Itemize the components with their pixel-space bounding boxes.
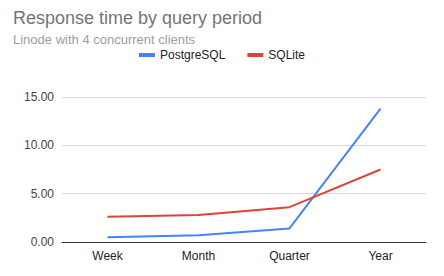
svg-text:PostgreSQL: PostgreSQL: [160, 48, 226, 62]
svg-text:Year: Year: [368, 249, 392, 263]
svg-text:Linode with 4 concurrent clien: Linode with 4 concurrent clients: [13, 32, 196, 47]
svg-text:0.00: 0.00: [31, 235, 55, 249]
svg-text:Response time by query period: Response time by query period: [13, 8, 262, 28]
svg-text:10.00: 10.00: [24, 138, 54, 152]
svg-text:Quarter: Quarter: [269, 249, 310, 263]
svg-text:SQLite: SQLite: [268, 48, 305, 62]
svg-text:5.00: 5.00: [31, 187, 55, 201]
svg-text:Month: Month: [182, 249, 215, 263]
svg-text:15.00: 15.00: [24, 90, 54, 104]
svg-text:Week: Week: [92, 249, 123, 263]
